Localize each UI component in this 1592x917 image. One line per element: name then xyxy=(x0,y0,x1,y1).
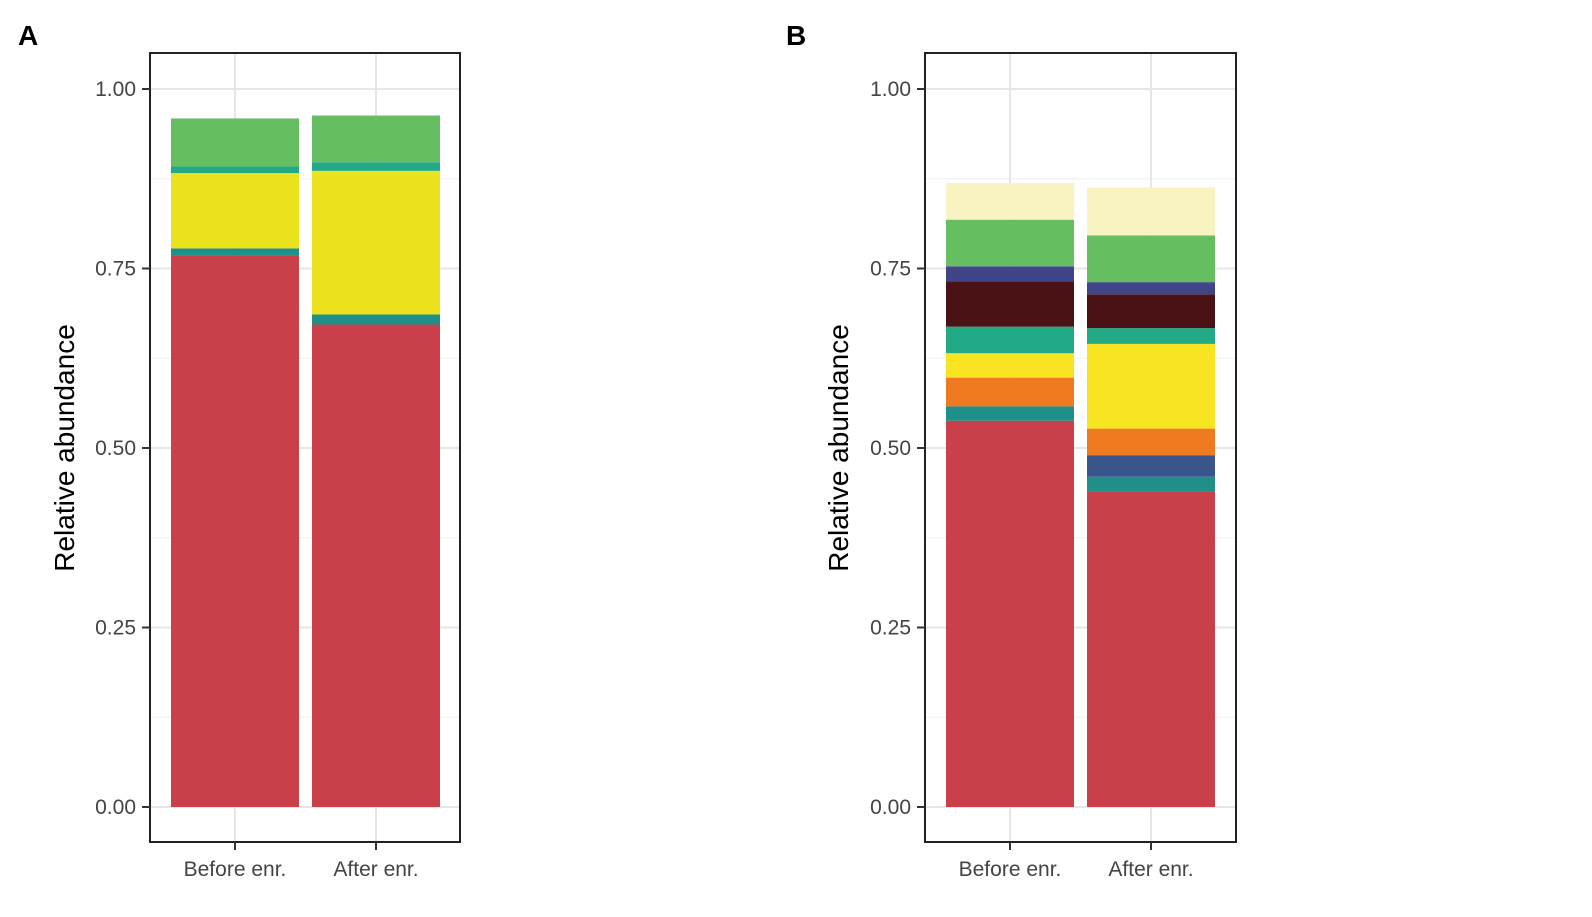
panel-b-bar-segment-spumella-like-before xyxy=(946,183,1074,220)
panel-b-bar-segment-globisporangium-before xyxy=(946,281,1074,327)
panel-b-y-tick-label: 0.25 xyxy=(870,617,911,640)
panel-a-bar-segment-oomycetes-after xyxy=(312,324,440,807)
panel-b-bar-segment-uncultured-fungus-after xyxy=(1087,235,1215,283)
panel-b-bar-segment-globisporangium-after xyxy=(1087,294,1215,329)
panel-a-y-tick-label: 0.25 xyxy=(95,617,136,640)
panel-b-label: B xyxy=(786,20,806,51)
panel-b-bar-segment-phytophthora-after xyxy=(1087,428,1215,456)
panel-a-bar-segment-chrysophyceae-before xyxy=(171,173,299,249)
panel-b-y-tick-label: 0.00 xyxy=(870,796,911,819)
panel-a-bar-segment-dinophyceae-after xyxy=(312,314,440,325)
panel-a-bar-segment-bacillariophyceae-after xyxy=(312,162,440,171)
panel-a-bar-segment-uncultured-fungus-after xyxy=(312,115,440,163)
panel-b-bar-segment-spumella-like-after xyxy=(1087,187,1215,236)
panel-b-bar-segment-aphanomyces-before xyxy=(946,266,1074,282)
panel-b-y-tick-label: 0.50 xyxy=(870,437,911,460)
panel-a-x-tick-label: Before enr. xyxy=(184,858,287,881)
panel-a-y-tick-label: 0.00 xyxy=(95,796,136,819)
panel-b-bar-segment-pythium-after xyxy=(1087,491,1215,807)
panel-a-y-tick-label: 1.00 xyxy=(95,78,136,101)
panel-a-bar-segment-bacillariophyceae-before xyxy=(171,166,299,174)
panel-b-bar-segment-pythiogeton-after xyxy=(1087,455,1215,477)
panel-b-plot-area: 0.00 0.25 0.50 0.75 1.00 Before enr. After enr… xyxy=(870,52,1237,881)
panel-a-bar-segment-chrysophyceae-after xyxy=(312,170,440,315)
panel-a: A Relative abundance 0.00 0.25 0.50 0.75 1.0… xyxy=(18,20,461,881)
panel-a-y-tick-label: 0.50 xyxy=(95,437,136,460)
panel-b-bar-segment-pythiopsis-after xyxy=(1087,476,1215,492)
panel-b-y-tick-label: 1.00 xyxy=(870,78,911,101)
panel-b-bar-segment-pedospumella-before xyxy=(946,353,1074,378)
panel-b-x-tick-label: After enr. xyxy=(1108,858,1193,881)
panel-a-y-axis-title: Relative abundance xyxy=(49,324,80,572)
panel-a-label: A xyxy=(18,20,38,51)
panel-b-bar-segment-aphanomyces-after xyxy=(1087,282,1215,295)
panel-b-bar-segment-pythium-before xyxy=(946,420,1074,807)
panel-a-x-tick-label: After enr. xyxy=(333,858,418,881)
panel-b-y-tick-label: 0.75 xyxy=(870,258,911,281)
panel-b-bar-segment-haptoglossa-after xyxy=(1087,328,1215,344)
panel-b-bar-segment-haptoglossa-before xyxy=(946,326,1074,354)
panel-b-x-tick-label: Before enr. xyxy=(959,858,1062,881)
panel-a-y-tick-label: 0.75 xyxy=(95,258,136,281)
panel-b-bar-segment-pedospumella-after xyxy=(1087,343,1215,429)
panel-a-bar-segment-oomycetes-before xyxy=(171,255,299,808)
panel-b-bar-segment-phytophthora-before xyxy=(946,377,1074,407)
panel-b-bar-segment-uncultured-fungus-before xyxy=(946,219,1074,267)
panel-a-plot-area: 0.00 0.25 0.50 0.75 1.00 Before enr. After enr… xyxy=(95,52,461,881)
panel-a-bar-segment-dinophyceae-before xyxy=(171,248,299,256)
panel-b: B Relative abundance 0.00 0.25 0.50 0.75 1.0… xyxy=(786,20,1237,881)
panel-b-y-axis-title: Relative abundance xyxy=(823,324,854,572)
panel-b-bar-segment-pythiopsis-before xyxy=(946,406,1074,421)
panel-a-bar-segment-uncultured-fungus-before xyxy=(171,118,299,167)
